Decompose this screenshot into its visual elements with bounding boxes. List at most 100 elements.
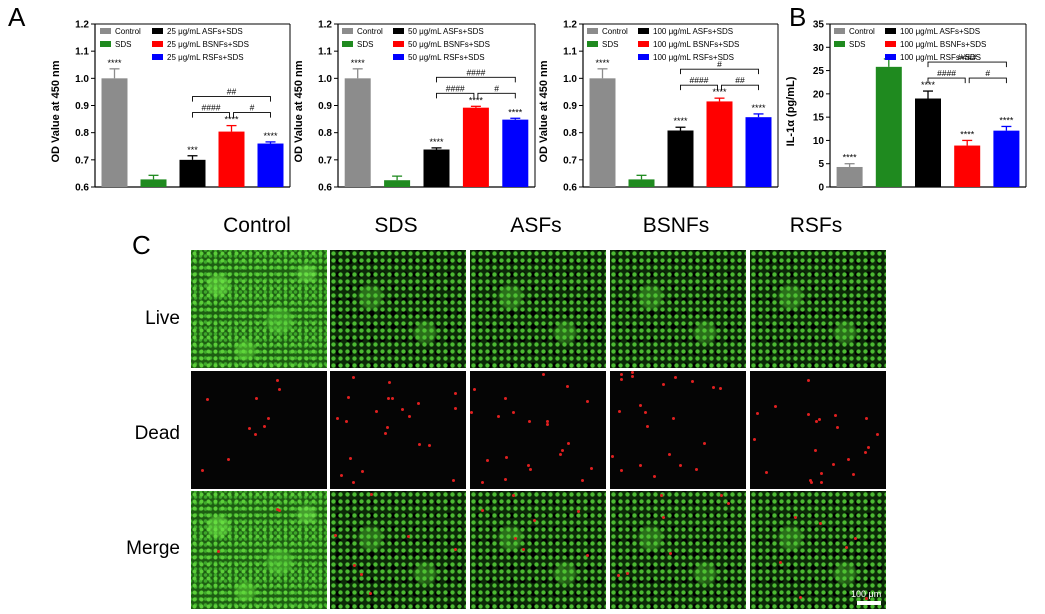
dead-cell-dot [631, 375, 634, 378]
dead-cell-dot [832, 463, 835, 466]
legend-label: Control [357, 27, 383, 36]
legend-swatch [100, 28, 111, 34]
dead-cell-dot [369, 592, 372, 595]
y-tick-label: 0.8 [563, 128, 577, 139]
bracket-label: #### [690, 75, 709, 85]
y-tick-label: 1.0 [563, 74, 577, 85]
significance-label: **** [999, 115, 1014, 125]
legend-swatch [100, 41, 111, 47]
legend-swatch [638, 54, 649, 60]
significance-label: **** [595, 58, 610, 68]
legend-label: Control [602, 27, 628, 36]
dead-cell-dot [486, 459, 489, 462]
dead-cell-dot [514, 537, 517, 540]
panel-label-c: C [132, 230, 151, 260]
dead-cell-dot [470, 411, 473, 414]
dead-cell-dot [719, 387, 722, 390]
micrograph-merge-sds [330, 491, 466, 609]
column-label-rsfs: RSFs [789, 214, 843, 237]
y-tick-label: 10 [813, 136, 825, 147]
dead-cell-dot [662, 383, 665, 386]
dead-cell-dot [644, 411, 647, 414]
legend-swatch [342, 41, 353, 47]
dead-cell-dot [626, 572, 629, 575]
significance-label: **** [429, 137, 444, 147]
legend-swatch [393, 41, 404, 47]
micrograph-live-asfs [470, 250, 606, 368]
comparison-bracket [436, 92, 475, 99]
y-tick-label: 20 [813, 89, 825, 100]
legend-label: 25 μg/mL BSNFs+SDS [167, 40, 249, 49]
dead-cell-dot [349, 457, 352, 460]
bar-1 [101, 78, 128, 187]
bracket-label: #### [958, 52, 977, 62]
legend-swatch [393, 28, 404, 34]
dead-cell-dot [361, 470, 364, 473]
legend-label: 100 μg/mL ASFs+SDS [653, 27, 733, 36]
legend-label: 50 μg/mL ASFs+SDS [408, 27, 484, 36]
bracket-label: # [717, 59, 722, 69]
dead-cell-dot [505, 456, 508, 459]
bar-5 [993, 130, 1020, 187]
dead-cell-dot [845, 546, 848, 549]
dead-cell-dot [418, 443, 421, 446]
dead-cell-dot [227, 458, 230, 461]
dead-cell-dot [691, 380, 694, 383]
legend-label: 100 μg/mL RSFs+SDS [900, 53, 981, 62]
y-tick-label: 35 [813, 20, 825, 31]
dead-cell-dot [497, 415, 500, 418]
legend-label: SDS [849, 40, 865, 49]
significance-label: **** [960, 129, 975, 139]
dead-cell-dot [481, 509, 484, 512]
legend-swatch [152, 28, 163, 34]
micrograph-dead-control [191, 371, 327, 489]
bar-4 [218, 131, 245, 187]
comparison-bracket [192, 96, 271, 102]
comparison-bracket [968, 77, 1007, 84]
legend-swatch [638, 28, 649, 34]
micrograph-merge-bsnfs [610, 491, 746, 609]
dead-cell-dot [668, 453, 671, 456]
bracket-label: #### [446, 83, 465, 93]
y-tick-label: 0.8 [318, 128, 332, 139]
micrograph-merge-control [191, 491, 327, 609]
bracket-label: # [494, 83, 499, 93]
dead-cell-dot [620, 378, 623, 381]
dead-cell-dot [809, 479, 812, 482]
dead-cell-dot [276, 508, 279, 511]
dead-cell-dot [417, 402, 420, 405]
dead-cell-dot [820, 472, 823, 475]
y-tick-label: 25 [813, 66, 825, 77]
y-tick-label: 0.6 [318, 183, 332, 194]
significance-label: **** [712, 87, 727, 97]
dead-cell-dot [559, 453, 562, 456]
bar-3 [667, 130, 694, 187]
legend-swatch [638, 41, 649, 47]
legend-label: SDS [115, 40, 131, 49]
y-tick-label: 0.7 [75, 155, 89, 166]
dead-cell-dot [352, 481, 355, 484]
row-label-dead: Dead [134, 423, 180, 444]
chart-2: 0.6 0.7 0.8 0.9 1.0 1.1 1.2 OD Value at 450 nm *… [293, 20, 536, 194]
comparison-bracket [927, 61, 1007, 68]
legend-swatch [152, 41, 163, 47]
dead-cell-dot [248, 427, 251, 430]
dead-cell-dot [695, 468, 698, 471]
dead-cell-dot [473, 388, 476, 391]
dead-cell-dot [561, 449, 564, 452]
legend-label: 100 μg/mL BSNFs+SDS [653, 40, 739, 49]
dead-cell-dot [278, 388, 281, 391]
comparison-bracket [436, 76, 516, 83]
y-tick-label: 1.2 [75, 20, 89, 31]
legend-swatch [342, 28, 353, 34]
y-tick-label: 0 [818, 183, 824, 194]
bar-1 [836, 166, 863, 187]
dead-cell-dot [522, 548, 525, 551]
dead-cell-dot [712, 386, 715, 389]
dead-cell-dot [794, 516, 797, 519]
dead-cell-dot [263, 425, 266, 428]
significance-label: **** [921, 80, 936, 90]
chart-1: 0.6 0.7 0.8 0.9 1.0 1.1 1.2 OD Value at 450 nm *… [50, 20, 291, 194]
dead-cell-dot [756, 412, 759, 415]
